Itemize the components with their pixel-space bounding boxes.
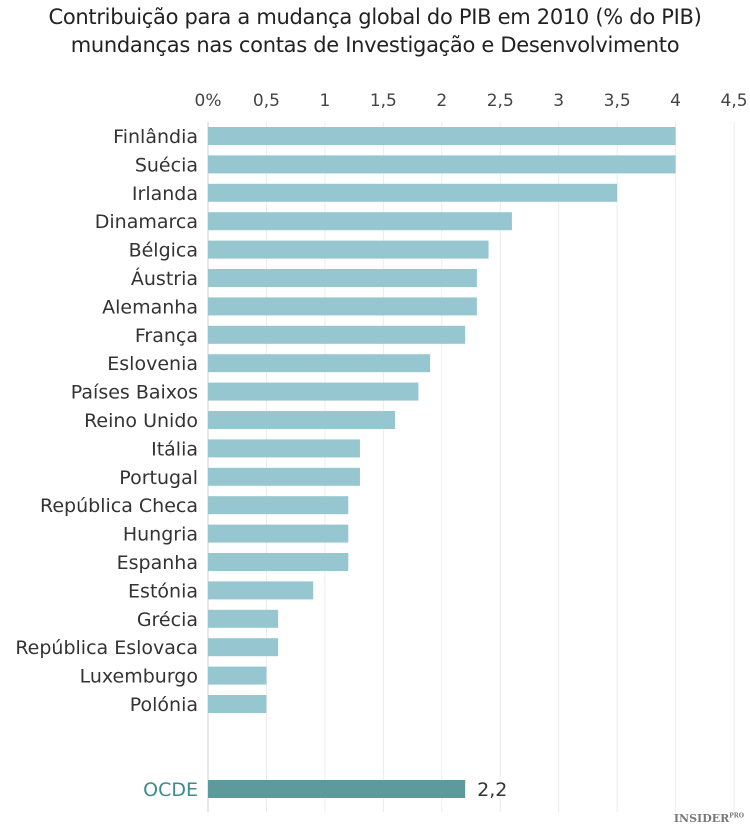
- category-label: Áustria: [131, 267, 198, 290]
- highlight-data-label: 2,2: [477, 779, 507, 801]
- bar: [208, 467, 360, 486]
- bar: [208, 581, 314, 600]
- category-label: Portugal: [119, 467, 198, 489]
- title: Contribuição para a mudança global do PI…: [48, 5, 702, 29]
- bar: [208, 325, 466, 344]
- bar: [208, 127, 676, 145]
- bar: [208, 354, 431, 373]
- category-label: França: [135, 325, 198, 347]
- category-label: Irlanda: [132, 183, 198, 205]
- x-tick-label: 3,5: [604, 91, 631, 111]
- bar: [208, 609, 279, 628]
- category-label: Suécia: [135, 154, 198, 176]
- x-tick-label: 4,5: [721, 91, 748, 111]
- x-tick-label: 1: [319, 91, 330, 111]
- x-tick-label: 3: [553, 91, 564, 111]
- bar: [208, 553, 349, 571]
- highlight-category-label: OCDE: [143, 779, 198, 801]
- category-label: Países Baixos: [71, 382, 198, 404]
- category-label: Espanha: [117, 552, 198, 574]
- highlight-bar: [208, 780, 466, 798]
- subtitle: mundanças nas contas de Investigação e D…: [70, 33, 680, 57]
- category-label: Reino Unido: [84, 410, 198, 432]
- bar: [208, 638, 279, 657]
- bar: [208, 496, 349, 515]
- category-label: Estónia: [128, 580, 198, 602]
- bar: [208, 183, 618, 202]
- bar: [208, 240, 489, 259]
- insider-pro-logo: INSIDERPRO: [673, 812, 744, 825]
- bar: [208, 269, 477, 287]
- x-tick-label: 1,5: [370, 91, 397, 111]
- category-label: Luxemburgo: [80, 666, 198, 688]
- x-tick-label: 2,5: [487, 91, 514, 111]
- category-label: Grécia: [137, 609, 198, 631]
- category-label: Polónia: [130, 694, 198, 716]
- bar: [208, 666, 267, 685]
- category-label: Dinamarca: [95, 211, 198, 233]
- category-label: Finlândia: [113, 126, 198, 148]
- bar: [208, 212, 512, 231]
- category-label: Bélgica: [129, 240, 198, 262]
- bar: [208, 524, 349, 543]
- category-label: Alemanha: [102, 296, 198, 318]
- x-tick-label: 0%: [195, 91, 222, 111]
- bar: [208, 297, 477, 316]
- bar: [208, 411, 396, 429]
- bar: [208, 382, 419, 401]
- bar: [208, 695, 267, 713]
- x-tick-label: 4: [670, 91, 681, 111]
- bar: [208, 439, 360, 458]
- x-tick-label: 2: [436, 91, 447, 111]
- category-label: Hungria: [123, 524, 198, 546]
- bar: [208, 155, 676, 174]
- category-label: Eslovenia: [107, 353, 198, 375]
- category-label: República Checa: [40, 495, 198, 517]
- category-label: República Eslovaca: [15, 637, 198, 659]
- chart-title: Contribuição para a mudança global do PI…: [0, 3, 750, 59]
- x-tick-label: 0,5: [253, 91, 280, 111]
- category-label: Itália: [151, 438, 198, 460]
